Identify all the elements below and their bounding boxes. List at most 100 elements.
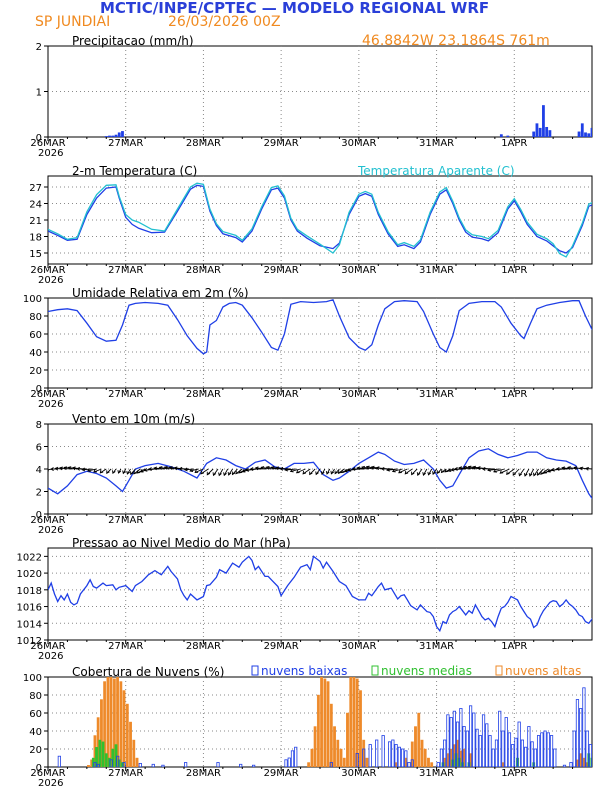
wind-arrow-head — [404, 470, 409, 475]
cloud-bar-nuvens-baixas — [151, 763, 155, 767]
cloud-bar-nuvens-baixas — [456, 721, 460, 767]
y-tick-label: 24 — [29, 200, 42, 211]
wind-arrow-head — [481, 466, 486, 471]
wind-arrow-head — [212, 472, 217, 477]
year-label: 2026 — [38, 651, 63, 662]
cloud-bar-nuvens-altas — [100, 699, 103, 767]
wind-arrow-head — [106, 470, 110, 474]
wind-arrow-head — [54, 466, 59, 471]
y-tick-label: 1016 — [17, 603, 42, 614]
wind-arrow-head — [347, 467, 352, 472]
wind-arrow-head — [284, 467, 289, 472]
cloud-bar-nuvens-baixas — [161, 764, 165, 767]
wind-arrow — [493, 468, 505, 473]
cloud-bar-nuvens-baixas — [588, 744, 592, 767]
y-tick-label: 80 — [29, 691, 42, 702]
cloud-bar-nuvens-altas — [310, 748, 314, 767]
cloud-bar-nuvens-baixas — [400, 748, 405, 767]
legend-label: nuvens altas — [505, 664, 581, 678]
panel-temp: 26MAR 27MAR 28MAR 29MAR 30MAR 31MAR 1APR 2026 15… — [29, 164, 593, 286]
wind-arrow-head — [189, 468, 194, 472]
cloud-bar-nuvens-medias — [441, 762, 445, 767]
wind-arrow-head — [275, 466, 280, 471]
cloud-bar-nuvens-baixas — [562, 764, 567, 767]
cloud-bar-nuvens-altas — [125, 703, 129, 767]
cloud-bar-nuvens-baixas — [449, 717, 453, 767]
cloud-bar-nuvens-medias — [95, 747, 98, 767]
cloud-bar-nuvens-baixas — [498, 710, 502, 767]
cloud-bar-nuvens-altas — [87, 765, 90, 767]
day-label: 30MAR — [341, 265, 376, 276]
cloud-bar-nuvens-baixas — [397, 746, 401, 767]
panel-title: Pressao ao Nivel Medio do Mar (hPa) — [72, 536, 291, 550]
wind-arrow-head — [81, 467, 86, 472]
wind-arrow-head — [173, 466, 178, 471]
wind-arrow-head — [467, 465, 472, 470]
cloud-bar-nuvens-altas — [109, 677, 113, 767]
day-label: 28MAR — [186, 389, 221, 400]
wind-arrow — [524, 468, 530, 477]
y-tick-label: 4 — [36, 465, 42, 476]
series-line-Umidade-Relativa — [48, 299, 592, 355]
wind-arrow-head — [206, 471, 211, 476]
wind-arrow-head — [370, 465, 375, 470]
cloud-bar-nuvens-altas — [116, 677, 120, 767]
wind-arrow-head — [117, 470, 122, 474]
cloud-bar-nuvens-baixas — [504, 717, 508, 767]
day-label: 31MAR — [419, 265, 454, 276]
wind-arrow-head — [487, 467, 492, 472]
wind-arrow — [82, 468, 92, 471]
y-tick-label: 0 — [36, 763, 42, 774]
cloud-bar-nuvens-baixas — [527, 726, 531, 767]
cloud-bar-nuvens-baixas — [569, 762, 573, 767]
cloud-bar-nuvens-baixas — [290, 750, 295, 767]
wind-arrow-head — [391, 468, 396, 473]
year-label: 2026 — [38, 525, 63, 536]
cloud-bar-nuvens-baixas — [540, 732, 544, 767]
wind-arrow — [290, 468, 301, 472]
cloud-bar-nuvens-baixas — [517, 721, 521, 767]
wind-arrow — [386, 468, 398, 471]
y-tick-label: 2 — [36, 488, 42, 499]
cloud-bar-nuvens-baixas — [381, 735, 385, 767]
cloud-bar-nuvens-medias — [98, 739, 102, 767]
cloud-bar-nuvens-baixas — [599, 758, 601, 767]
cloud-bar-nuvens-baixas — [239, 763, 243, 767]
cloud-bar-nuvens-baixas — [109, 759, 113, 767]
wind-arrow-head — [351, 467, 356, 471]
wind-arrow-head — [343, 468, 348, 473]
y-tick-label: 0 — [36, 510, 42, 521]
y-tick-label: 60 — [29, 709, 42, 720]
wind-arrow-head — [543, 470, 548, 474]
panel-title: Vento em 10m (m/s) — [72, 412, 195, 426]
cloud-bar-nuvens-altas — [352, 677, 356, 767]
cloud-bar-nuvens-medias — [467, 762, 471, 767]
cloud-bar-nuvens-medias — [114, 744, 118, 767]
cloud-bar-nuvens-baixas — [410, 759, 414, 767]
precip-bar — [542, 105, 545, 137]
cloud-bar-nuvens-baixas — [575, 699, 580, 767]
cloud-bar-nuvens-baixas — [553, 748, 557, 767]
day-label: 1APR — [501, 515, 527, 526]
cloud-bar-nuvens-baixas — [368, 744, 372, 767]
y-tick-label: 100 — [23, 294, 42, 305]
plot-area — [104, 105, 592, 137]
cloud-bar-nuvens-baixas — [488, 735, 492, 767]
precip-bar — [535, 123, 539, 137]
wind-arrow — [529, 468, 535, 477]
series-line-Velocidade — [48, 448, 592, 500]
wind-arrow-head — [139, 469, 144, 473]
cloud-bar-nuvens-altas — [420, 739, 424, 767]
wind-arrow-head — [579, 466, 584, 471]
wind-arrow-head — [462, 465, 467, 470]
wind-arrow-head — [93, 469, 97, 473]
legend-swatch — [371, 665, 379, 676]
y-tick-label: 8 — [36, 420, 42, 431]
wind-arrow-head — [136, 470, 141, 474]
plot-area — [57, 677, 601, 767]
day-label: 27MAR — [108, 138, 143, 149]
wind-arrow-head — [270, 466, 275, 470]
cloud-bar-nuvens-baixas — [533, 748, 537, 767]
wind-arrow-head — [143, 468, 148, 472]
